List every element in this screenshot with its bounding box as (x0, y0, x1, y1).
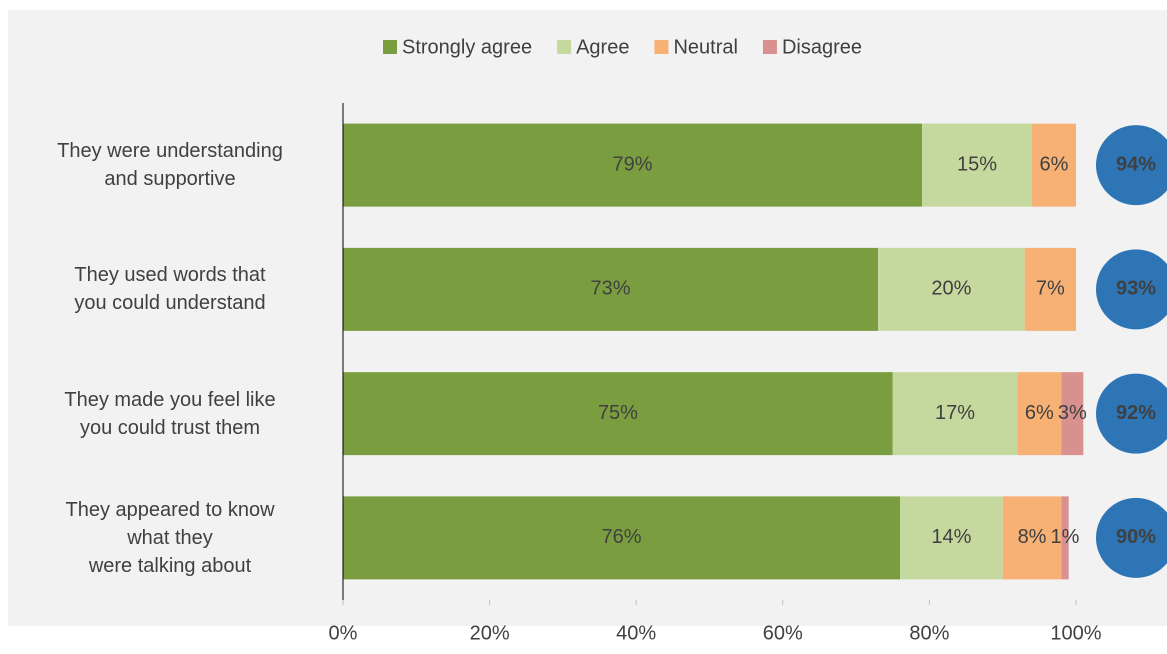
bar-segment (922, 123, 1033, 207)
value-label: 73% (591, 278, 631, 300)
legend-label: Disagree (782, 36, 862, 58)
value-label: 76% (602, 526, 642, 548)
value-label: 79% (613, 153, 653, 175)
value-label: 15% (957, 153, 997, 175)
category-label: They were understanding and supportive (57, 140, 283, 191)
value-label: 75% (598, 402, 638, 424)
value-label: 1% (1051, 526, 1080, 548)
legend-label: Neutral (673, 36, 737, 58)
total-label: 92% (1116, 402, 1156, 424)
legend-swatch (654, 40, 669, 54)
value-label: 7% (1036, 278, 1065, 300)
x-tick-label: 20% (470, 622, 510, 644)
value-label: 6% (1040, 153, 1069, 175)
bar-segment (1002, 496, 1062, 580)
legend-swatch (383, 40, 397, 54)
value-label: 20% (931, 278, 971, 300)
legend-swatch (557, 40, 572, 54)
total-badge (1096, 373, 1167, 454)
bar-segment (1017, 372, 1062, 456)
bar-segment (878, 247, 1025, 331)
total-label: 94% (1116, 153, 1156, 175)
x-tick-label: 80% (909, 622, 949, 644)
category-label: They appeared to know what they were tal… (65, 498, 275, 577)
legend-swatch (762, 40, 777, 54)
bar-segment (1061, 496, 1069, 580)
total-badge (1096, 249, 1167, 330)
bar-segment (343, 247, 879, 331)
category-label: They used words that you could understan… (74, 264, 266, 315)
legend-label: Agree (576, 36, 629, 58)
bar-segment (343, 372, 893, 456)
x-tick-label: 40% (616, 622, 656, 644)
total-badge (1096, 497, 1167, 578)
value-label: 14% (931, 526, 971, 548)
total-label: 90% (1116, 526, 1156, 548)
bar-segment (900, 496, 1003, 580)
x-tick-label: 60% (763, 622, 803, 644)
bar-segment (343, 496, 901, 580)
x-tick-label: 100% (1050, 622, 1101, 644)
value-label: 3% (1058, 402, 1087, 424)
bar-segment (892, 372, 1018, 456)
value-label: 8% (1018, 526, 1047, 548)
legend-label: Strongly agree (402, 36, 532, 58)
bar-segment (343, 123, 923, 207)
bar-segment (1024, 247, 1076, 331)
category-label: They made you feel like you could trust … (64, 388, 276, 439)
value-label: 17% (935, 402, 975, 424)
x-tick-label: 0% (329, 622, 358, 644)
value-label: 6% (1025, 402, 1054, 424)
bar-segment (1032, 123, 1076, 207)
bar-segment (1061, 372, 1084, 456)
total-label: 93% (1116, 278, 1156, 300)
total-badge (1096, 125, 1167, 206)
